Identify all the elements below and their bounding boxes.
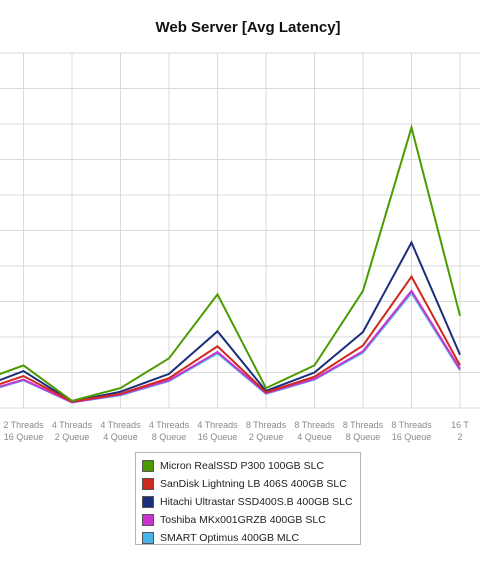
legend-swatch: [142, 496, 154, 508]
x-tick-text: 16 T 2: [451, 420, 469, 442]
x-tick-line1: 8 Threads: [391, 420, 432, 430]
legend-item: Hitachi Ultrastar SSD400S.B 400GB SLC: [142, 493, 360, 511]
x-tick-line2: 4 Queue: [297, 432, 332, 442]
x-tick-line2: 2 Queue: [55, 432, 90, 442]
x-tick-line1: 4 Threads: [52, 420, 93, 430]
x-tick-line2: 2 Queue: [249, 432, 284, 442]
x-tick-text: 8 Threads 2 Queue: [246, 420, 287, 442]
series-line: [0, 274, 461, 403]
x-tick-label: 4 Threads 2 Queue: [52, 420, 93, 442]
x-tick-label: 8 Threads 8 Queue: [343, 420, 384, 442]
x-tick-line2: 2: [457, 432, 462, 442]
x-tick-line1: 4 Threads: [197, 420, 238, 430]
x-tick-text: 4 Threads 4 Queue: [100, 420, 141, 442]
legend-swatch: [142, 460, 154, 472]
series-lines: [0, 123, 461, 404]
x-tick-line2: 16 Queue: [4, 432, 44, 442]
x-tick-label: 8 Threads 2 Queue: [246, 420, 287, 442]
x-tick-label: 4 Threads 16 Queue: [197, 420, 238, 442]
x-tick-text: 8 Threads 16 Queue: [391, 420, 432, 442]
legend: Micron RealSSD P300 100GB SLC SanDisk Lig…: [135, 452, 361, 545]
legend-label: SMART Optimus 400GB MLC: [160, 532, 300, 544]
x-tick-text: 4 Threads 8 Queue: [149, 420, 190, 442]
x-tick-label: 4 Threads 4 Queue: [100, 420, 141, 442]
x-tick-text: 8 Threads 8 Queue: [343, 420, 384, 442]
x-tick-text: 2 Threads 16 Queue: [3, 420, 44, 442]
x-tick-line1: 8 Threads: [246, 420, 287, 430]
legend-swatch: [142, 532, 154, 544]
legend-item: SMART Optimus 400GB MLC: [142, 529, 360, 547]
legend-label: SanDisk Lightning LB 406S 400GB SLC: [160, 478, 347, 490]
series-line: [0, 289, 461, 404]
x-tick-text: 8 Threads 4 Queue: [294, 420, 335, 442]
legend-swatch: [142, 478, 154, 490]
legend-item: Toshiba MKx001GRZB 400GB SLC: [142, 511, 360, 529]
x-tick-label: 4 Threads 8 Queue: [149, 420, 190, 442]
legend-item: Micron RealSSD P300 100GB SLC: [142, 457, 360, 475]
legend-label: Toshiba MKx001GRZB 400GB SLC: [160, 514, 326, 526]
x-tick-label: 8 Threads 16 Queue: [391, 420, 432, 442]
legend-item: SanDisk Lightning LB 406S 400GB SLC: [142, 475, 360, 493]
gridlines: [0, 52, 480, 409]
series-line: [0, 123, 461, 402]
x-tick-line1: 8 Threads: [343, 420, 384, 430]
x-tick-label: 8 Threads 4 Queue: [294, 420, 335, 442]
x-tick-line1: 16 T: [451, 420, 469, 430]
series-line: [0, 240, 461, 403]
x-tick-label: 2 Threads 16 Queue: [3, 420, 44, 442]
chart-title: Web Server [Avg Latency]: [155, 19, 341, 36]
x-tick-line1: 4 Threads: [149, 420, 190, 430]
x-tick-line1: 4 Threads: [100, 420, 141, 430]
x-tick-line2: 16 Queue: [392, 432, 432, 442]
x-tick-line2: 8 Queue: [152, 432, 187, 442]
x-tick-line2: 4 Queue: [103, 432, 138, 442]
x-tick-line2: 8 Queue: [346, 432, 381, 442]
legend-label: Micron RealSSD P300 100GB SLC: [160, 460, 324, 472]
x-tick-line1: 2 Threads: [3, 420, 44, 430]
x-tick-line2: 16 Queue: [198, 432, 238, 442]
x-tick-label: 16 T 2: [451, 420, 469, 442]
legend-label: Hitachi Ultrastar SSD400S.B 400GB SLC: [160, 496, 353, 508]
x-tick-line1: 8 Threads: [294, 420, 335, 430]
legend-swatch: [142, 514, 154, 526]
x-tick-text: 4 Threads 16 Queue: [197, 420, 238, 442]
x-tick-text: 4 Threads 2 Queue: [52, 420, 93, 442]
